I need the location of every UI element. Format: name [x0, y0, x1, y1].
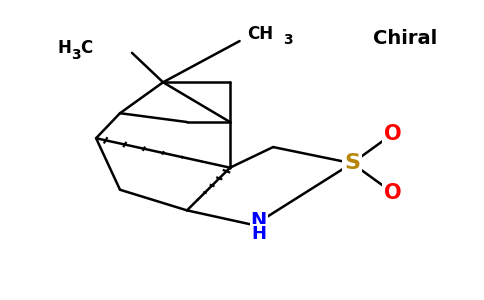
Text: C: C [80, 39, 92, 57]
Text: CH: CH [247, 25, 273, 43]
Text: O: O [384, 124, 402, 144]
Text: H: H [58, 39, 72, 57]
Text: Chiral: Chiral [373, 28, 437, 48]
Text: 3: 3 [71, 48, 81, 62]
Text: O: O [384, 183, 402, 203]
Text: N: N [251, 211, 267, 230]
Text: 3: 3 [283, 33, 292, 47]
Text: S: S [344, 153, 360, 173]
Text: H: H [251, 225, 266, 243]
